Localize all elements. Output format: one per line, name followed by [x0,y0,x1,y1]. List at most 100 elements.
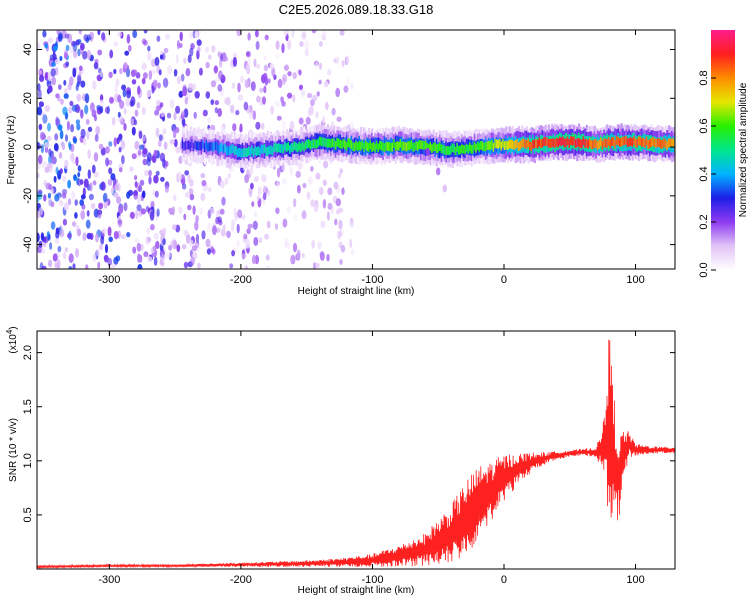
noise-cell [179,31,183,42]
noise-cell [350,83,354,90]
noise-cell [143,72,148,79]
noise-cell [227,173,231,179]
noise-cell [39,74,45,83]
noise-cell [160,176,165,182]
noise-cell [172,194,177,202]
noise-cell [170,240,176,248]
noise-cell [246,228,251,235]
noise-cell [326,211,330,221]
noise-cell [132,30,138,39]
ridge-cell [672,138,675,148]
noise-cell [251,254,256,265]
spectrogram-x-tick-label: -300 [98,274,120,286]
ridge-cell [491,140,494,149]
ridge-cell [192,142,195,152]
ridge-cell [472,144,475,154]
ridge-cell [287,141,290,151]
ridge-cell [598,139,601,149]
noise-cell [74,199,78,206]
ridge-cell [592,140,595,150]
noise-cell [37,193,40,203]
noise-cell [72,41,78,52]
noise-cell [160,111,166,118]
noise-cell [165,33,170,40]
noise-cell [121,155,125,165]
ridge-cell [442,144,445,154]
noise-cell [149,210,155,221]
noise-cell [78,65,83,72]
noise-cell [238,95,244,101]
ridge-cell [360,141,363,151]
noise-cell [322,30,327,38]
noise-cell [140,208,146,215]
noise-cell [336,208,341,215]
ridge-cell [506,141,510,151]
noise-cell [154,56,160,67]
snr-y-tick-label: 1.5 [22,399,34,414]
noise-cell [155,105,161,112]
noise-cell [337,230,341,240]
ridge-cell [434,142,437,151]
snr-y-tick-label: 0.5 [22,507,34,522]
snr-x-tick-label: -200 [230,574,252,586]
noise-cell [95,125,101,136]
colorbar: 0.0 0.2 0.4 0.6 0.8 Normalized spectral ampl… [698,30,749,278]
noise-cell [194,31,199,39]
noise-cell [48,196,52,207]
noise-cell [305,117,311,125]
noise-cell [134,109,139,117]
ridge-cell [391,142,394,152]
ridge-cell [533,139,536,149]
noise-cell [57,245,62,253]
ridge-cell [642,137,645,147]
ridge-cell [292,142,295,152]
colorbar-ticks: 0.0 0.2 0.4 0.6 0.8 [698,70,716,278]
ridge-cell [593,139,596,148]
ridge-cell [398,141,401,151]
noise-cell [162,77,169,88]
noise-cell [162,158,166,168]
noise-cell [59,129,64,140]
noise-cell [220,208,225,215]
ridge-cell [211,142,214,152]
noise-cell [284,238,288,248]
noise-cell [70,144,75,153]
noise-cell [239,123,243,133]
noise-cell [81,203,86,210]
noise-cell [134,238,140,244]
noise-cell [110,186,114,195]
noise-cell [78,70,82,77]
noise-cell [289,120,295,131]
spur-cell [442,184,447,193]
ridge-cell [383,143,386,152]
noise-cell [37,189,43,195]
ridge-cell [617,136,620,146]
noise-cell [48,184,53,191]
ridge-cell [308,139,311,148]
noise-cell [181,183,187,190]
noise-cell [77,165,82,172]
noise-cell [184,192,191,198]
noise-cell [338,219,343,230]
noise-cell [145,236,150,246]
noise-cell [292,72,297,80]
ridge-cell [350,140,353,150]
ridge-cell [440,144,443,154]
noise-cell [130,211,136,220]
noise-cell [283,218,287,226]
snr-x-tick-label: -300 [98,574,120,586]
ridge-cell [431,144,434,153]
ridge-cell [319,136,322,146]
noise-cell [153,233,159,240]
noise-cell [58,34,63,40]
noise-cell [207,117,212,123]
noise-cell [57,124,63,131]
spectrogram-x-tick-label: 100 [626,274,644,286]
noise-cell [89,31,95,38]
ridge-cell [372,142,375,151]
noise-cell [292,242,298,253]
ridge-cell [285,143,289,153]
noise-cell [169,138,175,145]
noise-cell [327,202,333,210]
noise-cell [250,182,254,190]
